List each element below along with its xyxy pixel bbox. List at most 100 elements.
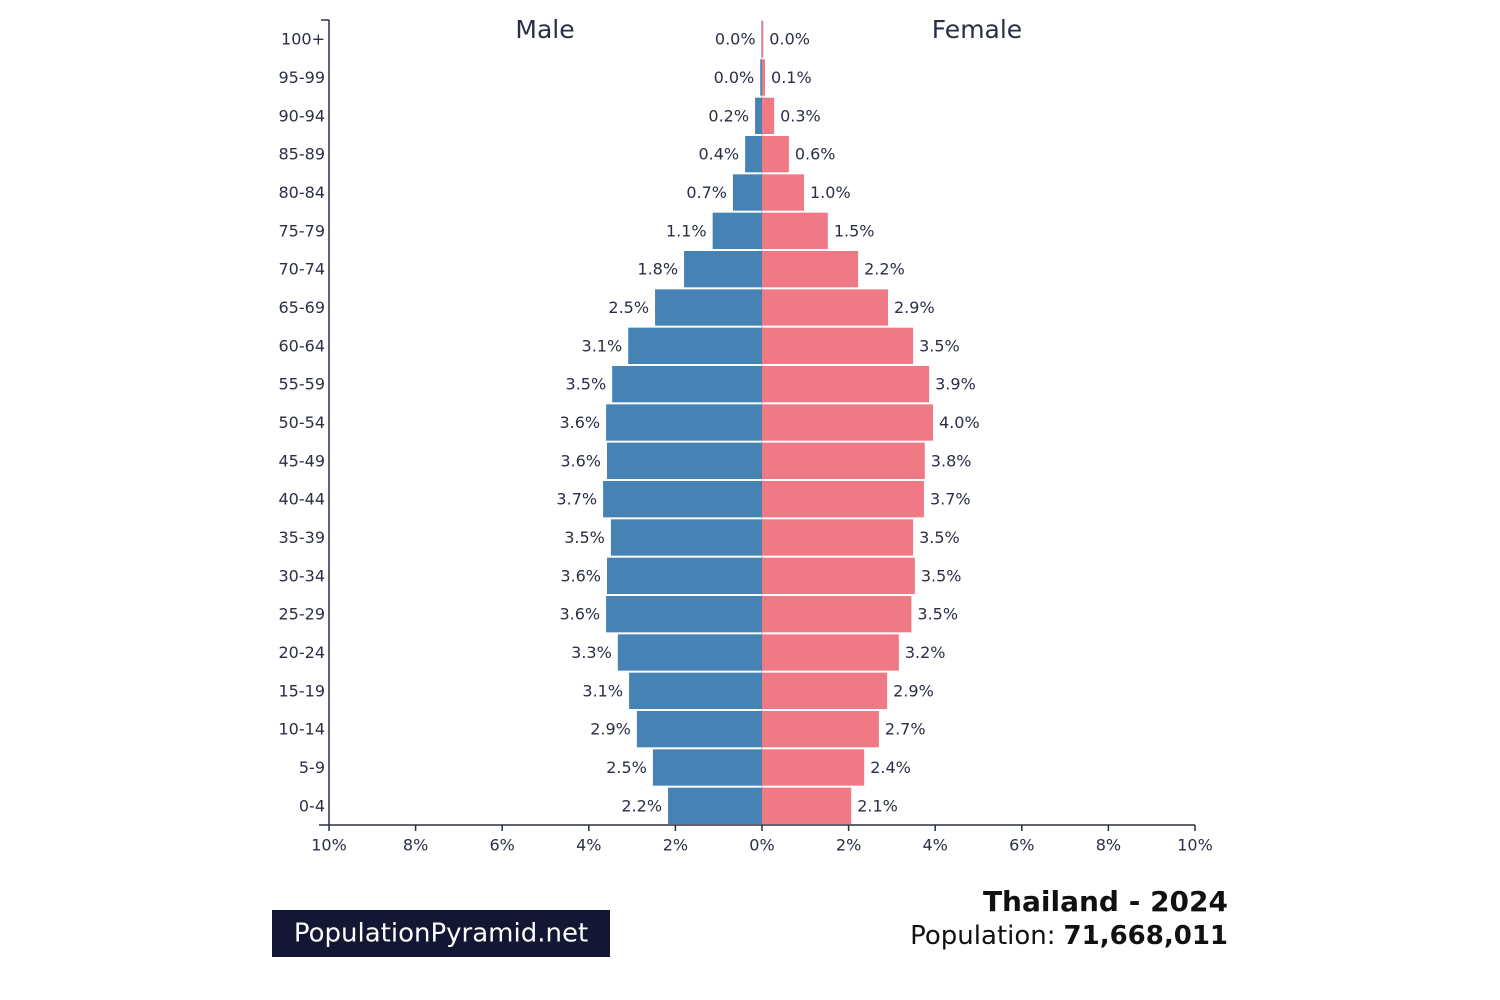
value-label: 3.6% — [560, 566, 601, 585]
bar — [636, 711, 762, 748]
value-label: 2.5% — [608, 298, 649, 317]
value-label: 0.6% — [795, 145, 836, 164]
value-label: 3.5% — [921, 566, 962, 585]
bar — [762, 327, 914, 364]
value-label: 3.9% — [935, 375, 976, 394]
bar — [712, 212, 762, 249]
value-label: 3.2% — [905, 643, 946, 662]
y-tick-label: 30-34 — [279, 566, 326, 585]
value-label: 0.1% — [771, 68, 812, 87]
y-tick-label: 10-14 — [279, 720, 326, 739]
bar — [655, 289, 762, 326]
value-label: 0.2% — [708, 106, 749, 125]
bar — [762, 749, 865, 786]
bar — [762, 672, 888, 709]
bar — [762, 711, 879, 748]
x-tick-label: 2% — [836, 836, 861, 855]
value-label: 3.5% — [917, 605, 958, 624]
bar — [762, 519, 914, 556]
bar — [606, 557, 762, 594]
bar — [762, 442, 925, 479]
bar — [762, 97, 775, 134]
bar — [762, 557, 915, 594]
value-label: 3.8% — [931, 451, 972, 470]
bar — [762, 59, 766, 96]
value-label: 2.9% — [894, 298, 935, 317]
y-tick-label: 50-54 — [279, 413, 326, 432]
value-label: 3.5% — [566, 375, 607, 394]
population-line: Population: 71,668,011 — [910, 921, 1228, 951]
bar — [629, 672, 762, 709]
value-label: 3.1% — [582, 336, 623, 355]
y-tick-label: 55-59 — [279, 375, 326, 394]
bar — [684, 251, 762, 288]
y-tick-label: 20-24 — [279, 643, 326, 662]
bar — [762, 366, 930, 403]
value-label: 0.3% — [780, 106, 821, 125]
bar — [606, 596, 762, 633]
y-tick-label: 35-39 — [279, 528, 326, 547]
bar — [762, 21, 764, 58]
bar — [610, 519, 762, 556]
value-label: 1.1% — [666, 221, 707, 240]
population-label: Population: — [910, 921, 1055, 951]
y-tick-label: 40-44 — [279, 490, 326, 509]
chart-title: Thailand - 2024 — [983, 885, 1228, 918]
bar — [762, 404, 934, 441]
x-tick-label: 10% — [311, 836, 347, 855]
x-tick-label: 0% — [749, 836, 774, 855]
y-tick-label: 75-79 — [279, 221, 326, 240]
bar — [762, 481, 924, 518]
y-tick-label: 85-89 — [279, 145, 326, 164]
bar — [732, 174, 762, 211]
brand: PopulationPyramid.net — [294, 919, 588, 949]
y-tick-label: 65-69 — [279, 298, 326, 317]
x-tick-label: 6% — [490, 836, 515, 855]
value-label: 1.8% — [637, 260, 678, 279]
y-tick-label: 45-49 — [279, 451, 326, 470]
value-label: 3.5% — [919, 528, 960, 547]
brand-box — [272, 910, 610, 957]
value-label: 2.7% — [885, 720, 926, 739]
y-tick-label: 0-4 — [299, 796, 325, 815]
y-tick-label: 95-99 — [279, 68, 326, 87]
bar — [606, 404, 762, 441]
bar — [762, 251, 859, 288]
y-tick-label: 70-74 — [279, 260, 326, 279]
legend-label: Male — [515, 15, 574, 44]
bar — [762, 174, 805, 211]
value-label: 3.3% — [571, 643, 612, 662]
bar — [755, 97, 762, 134]
bar — [612, 366, 762, 403]
value-label: 1.5% — [834, 221, 875, 240]
y-tick-label: 25-29 — [279, 605, 326, 624]
bar — [762, 634, 899, 671]
y-tick-label: 90-94 — [279, 106, 326, 125]
bar — [628, 327, 762, 364]
value-label: 3.7% — [556, 490, 597, 509]
x-tick-label: 2% — [663, 836, 688, 855]
y-tick-label: 60-64 — [279, 336, 326, 355]
value-label: 3.5% — [564, 528, 605, 547]
bar — [603, 481, 762, 518]
bar — [606, 442, 762, 479]
legend-label: Female — [932, 15, 1022, 44]
bar — [760, 59, 762, 96]
bar — [762, 289, 889, 326]
value-label: 0.0% — [769, 30, 810, 49]
value-label: 3.6% — [559, 605, 600, 624]
value-label: 0.7% — [686, 183, 727, 202]
value-label: 2.9% — [893, 681, 934, 700]
value-label: 4.0% — [939, 413, 980, 432]
y-tick-label: 5-9 — [299, 758, 325, 777]
y-tick-label: 15-19 — [279, 681, 326, 700]
value-label: 3.6% — [559, 413, 600, 432]
value-label: 3.1% — [582, 681, 623, 700]
x-tick-label: 8% — [403, 836, 428, 855]
bar — [668, 787, 762, 824]
value-label: 0.4% — [698, 145, 739, 164]
value-label: 1.0% — [810, 183, 851, 202]
bar — [762, 596, 912, 633]
value-label: 3.7% — [930, 490, 971, 509]
